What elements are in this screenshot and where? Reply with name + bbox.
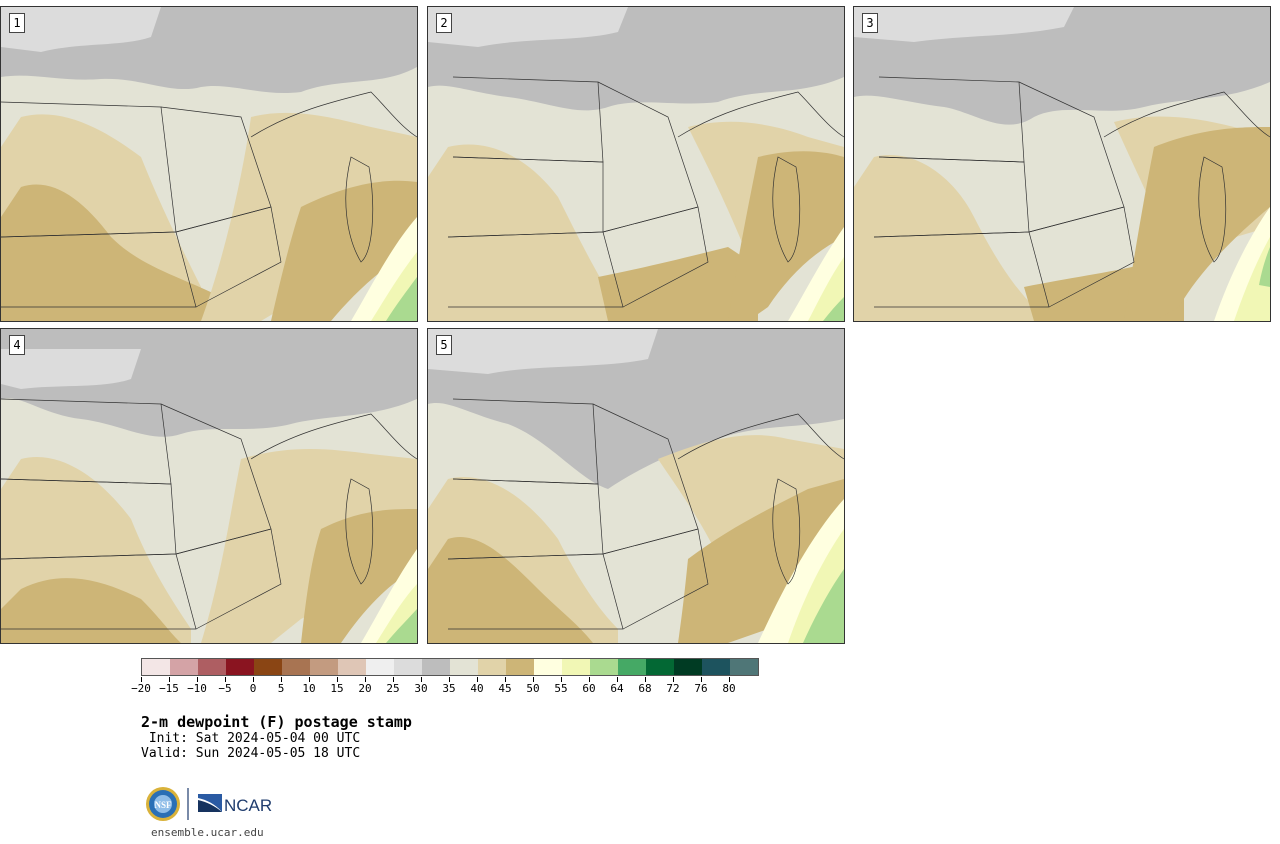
valid-time: Valid: Sun 2024-05-05 18 UTC: [141, 746, 361, 761]
map-panel-2: 2: [427, 6, 845, 322]
colorbar-tick-label: 5: [277, 682, 285, 695]
colorbar-tick-label: 68: [638, 682, 652, 695]
colorbar-tick-label: 20: [358, 682, 372, 695]
colorbar-tick-label: 80: [722, 682, 736, 695]
panel-number: 3: [862, 13, 878, 33]
colorbar-tick: [337, 677, 338, 682]
panel-number: 1: [9, 13, 25, 33]
colorbar-tick: [729, 677, 730, 682]
colorbar-tick-label: 76: [694, 682, 708, 695]
colorbar-tick: [309, 677, 310, 682]
colorbar-tick: [561, 677, 562, 682]
panel-number: 2: [436, 13, 452, 33]
colorbar-tick: [365, 677, 366, 682]
dewpoint-map: [428, 7, 844, 321]
map-panel-1: 1: [0, 6, 418, 322]
colorbar-tick-label: 35: [442, 682, 456, 695]
colorbar-swatch: [618, 659, 646, 675]
colorbar-swatch: [562, 659, 590, 675]
colorbar-tick: [141, 677, 142, 682]
dewpoint-map: [1, 329, 417, 643]
panel-number: 5: [436, 335, 452, 355]
colorbar-swatch: [478, 659, 506, 675]
colorbar-swatch: [730, 659, 758, 675]
nsf-ncar-logo: NSF NCAR: [146, 787, 272, 821]
colorbar-tick-label: 10: [302, 682, 316, 695]
colorbar-tick-label: 55: [554, 682, 568, 695]
colorbar-tick-label: 72: [666, 682, 680, 695]
colorbar-tick-label: −5: [218, 682, 232, 695]
colorbar-swatch: [282, 659, 310, 675]
colorbar-swatch: [254, 659, 282, 675]
colorbar-tick: [505, 677, 506, 682]
colorbar-tick: [281, 677, 282, 682]
colorbar-swatch: [142, 659, 170, 675]
colorbar-tick: [533, 677, 534, 682]
colorbar-tick: [421, 677, 422, 682]
colorbar-tick: [477, 677, 478, 682]
colorbar-tick: [701, 677, 702, 682]
colorbar-swatch: [310, 659, 338, 675]
website-url: ensemble.ucar.edu: [151, 826, 264, 839]
colorbar-tick-label: −10: [187, 682, 207, 695]
map-panel-3: 3: [853, 6, 1271, 322]
colorbar-tick: [645, 677, 646, 682]
colorbar-swatch: [590, 659, 618, 675]
colorbar-tick: [225, 677, 226, 682]
colorbar: [141, 658, 759, 676]
panel-number: 4: [9, 335, 25, 355]
colorbar-tick-label: −15: [159, 682, 179, 695]
map-panel-4: 4: [0, 328, 418, 644]
colorbar-tick-label: −20: [131, 682, 151, 695]
colorbar-tick: [169, 677, 170, 682]
colorbar-tick-label: 45: [498, 682, 512, 695]
colorbar-swatch: [702, 659, 730, 675]
colorbar-tick-label: 15: [330, 682, 344, 695]
colorbar-tick-label: 40: [470, 682, 484, 695]
nsf-logo-text: NSF: [154, 800, 172, 810]
colorbar-swatch: [198, 659, 226, 675]
dewpoint-map: [854, 7, 1270, 321]
init-time: Init: Sat 2024-05-04 00 UTC: [141, 731, 361, 746]
dewpoint-map: [428, 329, 844, 643]
map-panel-5: 5: [427, 328, 845, 644]
colorbar-tick: [393, 677, 394, 682]
colorbar-tick: [673, 677, 674, 682]
colorbar-tick-label: 50: [526, 682, 540, 695]
colorbar-tick-label: 25: [386, 682, 400, 695]
colorbar-swatch: [674, 659, 702, 675]
colorbar-swatch: [338, 659, 366, 675]
colorbar-tick-label: 64: [610, 682, 624, 695]
colorbar-swatch: [226, 659, 254, 675]
ncar-logo-text: NCAR: [224, 796, 272, 815]
colorbar-swatch: [170, 659, 198, 675]
colorbar-tick-label: 0: [249, 682, 257, 695]
dewpoint-map: [1, 7, 417, 321]
colorbar-swatch: [534, 659, 562, 675]
colorbar-swatch: [450, 659, 478, 675]
colorbar-tick: [589, 677, 590, 682]
colorbar-swatch: [366, 659, 394, 675]
plot-title: 2-m dewpoint (F) postage stamp: [141, 713, 412, 731]
colorbar-tick: [617, 677, 618, 682]
colorbar-tick: [253, 677, 254, 682]
colorbar-tick: [197, 677, 198, 682]
colorbar-swatch: [394, 659, 422, 675]
colorbar-swatch: [506, 659, 534, 675]
colorbar-swatch: [422, 659, 450, 675]
colorbar-tick: [449, 677, 450, 682]
colorbar-tick-label: 30: [414, 682, 428, 695]
logos: NSF NCAR: [145, 786, 275, 822]
colorbar-tick-label: 60: [582, 682, 596, 695]
colorbar-swatch: [646, 659, 674, 675]
colorbar-ticks: −20 −15 −10 −5 0 5 10 15 20 25 30 35 40 45 50 55 60 64 68 7…: [131, 677, 757, 697]
